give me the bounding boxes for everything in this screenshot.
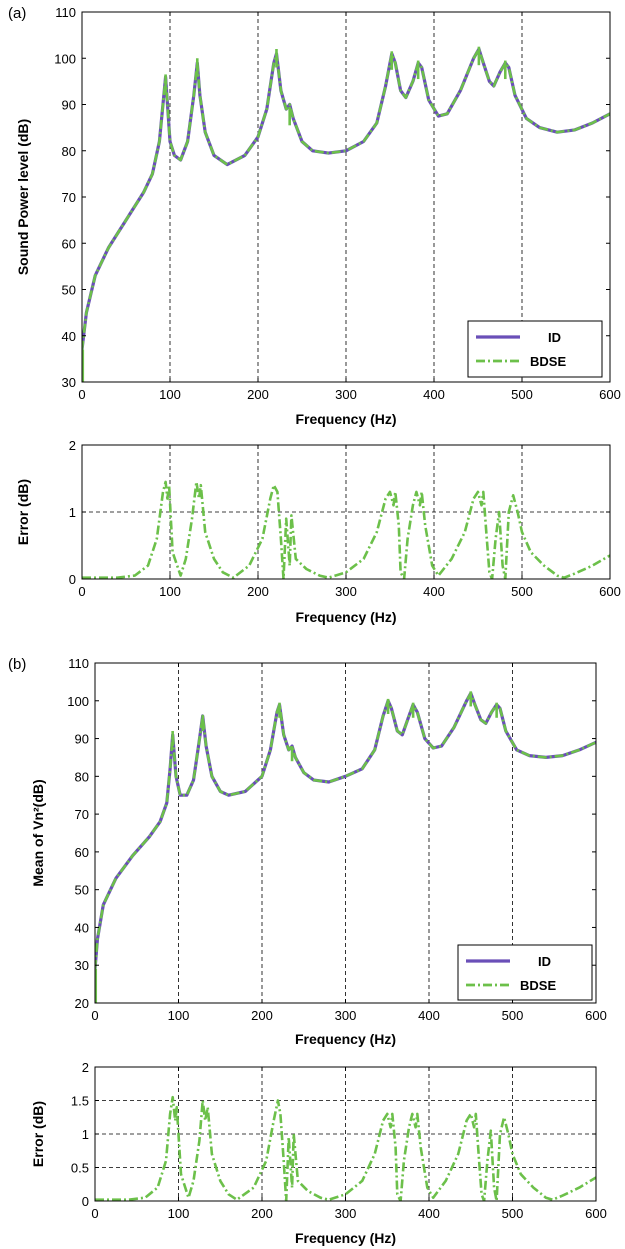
series-bdse-line bbox=[82, 47, 610, 350]
chart-b-mean-vn2: (b) 0 100 200 300 400 500 600 20 30 40 50 60 70 80 90 10… bbox=[8, 656, 607, 1047]
y-tick-label: 0.5 bbox=[71, 1161, 89, 1176]
y-axis-label: Mean of Vn²(dB) bbox=[30, 779, 46, 886]
y-tick-label: 1 bbox=[82, 1127, 89, 1142]
x-tick-label: 300 bbox=[335, 1008, 357, 1023]
x-tick-label: 400 bbox=[423, 387, 445, 402]
x-tick-label: 500 bbox=[511, 387, 533, 402]
x-axis-label: Frequency (Hz) bbox=[295, 1031, 396, 1047]
x-tick-label: 0 bbox=[78, 584, 85, 599]
y-tick-label: 70 bbox=[75, 807, 89, 822]
y-tick-label: 0 bbox=[69, 572, 76, 587]
y-axis-label: Error (dB) bbox=[30, 1101, 46, 1167]
x-tick-label: 500 bbox=[502, 1206, 524, 1221]
x-tick-label: 200 bbox=[247, 584, 269, 599]
legend-bdse-label: BDSE bbox=[530, 354, 566, 369]
x-tick-label: 0 bbox=[91, 1008, 98, 1023]
legend-box bbox=[467, 320, 603, 378]
x-tick-label: 100 bbox=[168, 1008, 190, 1023]
y-tick-label: 100 bbox=[67, 694, 89, 709]
y-tick-label: 70 bbox=[62, 190, 76, 205]
y-tick-label: 0 bbox=[82, 1194, 89, 1209]
y-tick-label: 1 bbox=[69, 505, 76, 520]
y-axis-label: Error (dB) bbox=[15, 479, 31, 545]
x-tick-label: 600 bbox=[599, 584, 621, 599]
y-tick-label: 60 bbox=[62, 236, 76, 251]
series-bdse-line bbox=[95, 691, 596, 970]
y-tick-label: 80 bbox=[62, 144, 76, 159]
x-axis-label: Frequency (Hz) bbox=[295, 609, 396, 625]
x-tick-label: 500 bbox=[502, 1008, 524, 1023]
y-tick-label: 30 bbox=[62, 375, 76, 390]
y-tick-label: 40 bbox=[75, 920, 89, 935]
x-tick-label: 0 bbox=[91, 1206, 98, 1221]
x-tick-label: 400 bbox=[418, 1008, 440, 1023]
x-tick-label: 600 bbox=[585, 1008, 607, 1023]
y-tick-label: 110 bbox=[55, 5, 76, 20]
legend-bdse-label: BDSE bbox=[520, 978, 556, 993]
legend: ID BDSE bbox=[467, 320, 603, 378]
y-axis-label: Sound Power level (dB) bbox=[15, 119, 31, 275]
y-tick-label: 20 bbox=[75, 996, 89, 1011]
chart-a-sound-power: (a) 0 100 200 300 400 500 600 30 40 50 60 70 80 90 100 1… bbox=[8, 5, 621, 427]
series-id-line bbox=[82, 47, 610, 350]
x-tick-label: 100 bbox=[159, 387, 181, 402]
y-tick-label: 2 bbox=[69, 438, 76, 453]
x-tick-label: 400 bbox=[418, 1206, 440, 1221]
y-tick-label: 80 bbox=[75, 769, 89, 784]
x-axis-label: Frequency (Hz) bbox=[295, 1230, 396, 1246]
x-tick-label: 200 bbox=[251, 1206, 273, 1221]
y-tick-label: 110 bbox=[68, 656, 89, 671]
y-tick-label: 90 bbox=[75, 732, 89, 747]
x-tick-label: 300 bbox=[335, 387, 357, 402]
y-tick-label: 60 bbox=[75, 845, 89, 860]
chart-a-error: 0 100 200 300 400 500 600 0 1 2 Frequency (Hz) Erro… bbox=[15, 438, 621, 625]
x-tick-label: 100 bbox=[168, 1206, 190, 1221]
series-bdse-error-line bbox=[82, 480, 610, 579]
series-bdse-error-line bbox=[95, 1095, 596, 1201]
y-tick-label: 1.5 bbox=[71, 1094, 89, 1109]
chart-b-error: 0 100 200 300 400 500 600 0 0.5 1 1.5 2 Frequency (H… bbox=[30, 1060, 607, 1246]
x-tick-label: 500 bbox=[511, 584, 533, 599]
x-tick-label: 200 bbox=[251, 1008, 273, 1023]
panel-label: (a) bbox=[8, 5, 26, 22]
x-tick-label: 100 bbox=[159, 584, 181, 599]
x-axis-label: Frequency (Hz) bbox=[295, 411, 396, 427]
x-tick-label: 300 bbox=[335, 1206, 357, 1221]
legend: ID BDSE bbox=[457, 944, 593, 1001]
y-tick-label: 40 bbox=[62, 329, 76, 344]
legend-id-label: ID bbox=[548, 330, 561, 345]
y-tick-label: 90 bbox=[62, 98, 76, 113]
x-tick-label: 600 bbox=[585, 1206, 607, 1221]
x-tick-label: 600 bbox=[599, 387, 621, 402]
x-tick-label: 200 bbox=[247, 387, 269, 402]
y-tick-label: 50 bbox=[62, 283, 76, 298]
x-tick-label: 0 bbox=[78, 387, 85, 402]
x-tick-label: 300 bbox=[335, 584, 357, 599]
panel-label: (b) bbox=[8, 656, 26, 673]
x-tick-label: 400 bbox=[423, 584, 445, 599]
y-tick-label: 50 bbox=[75, 883, 89, 898]
y-tick-label: 100 bbox=[54, 51, 76, 66]
y-tick-label: 30 bbox=[75, 958, 89, 973]
y-tick-label: 2 bbox=[82, 1060, 89, 1075]
legend-box bbox=[457, 944, 593, 1001]
legend-id-label: ID bbox=[538, 954, 551, 969]
